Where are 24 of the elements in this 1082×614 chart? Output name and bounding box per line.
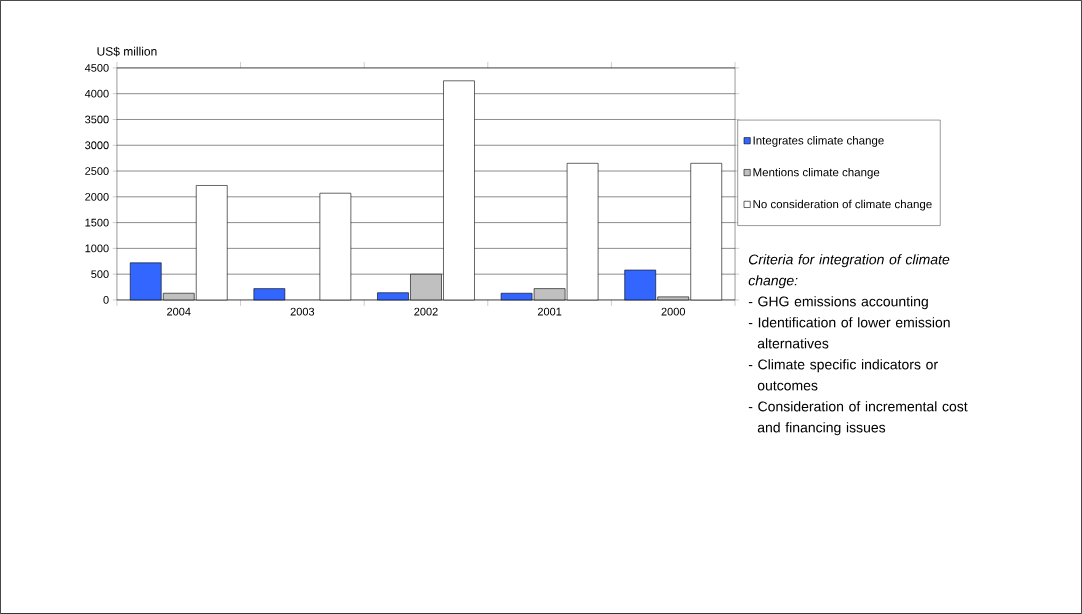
x-tick-label: 2001 [537, 307, 562, 316]
x-tick-label: 2004 [167, 307, 191, 316]
text: Criteria for integration of climate change: [748, 254, 950, 289]
y-tick-label: 1000 [85, 244, 109, 253]
legend-label: Integrates climate change [753, 136, 884, 147]
y-tick-label: 4500 [84, 64, 109, 72]
legend-label: Mentions climate change [753, 167, 880, 179]
y-tick-label: 3500 [85, 115, 109, 124]
y-tick-label: 3000 [85, 141, 109, 150]
x-tick-label: 2000 [661, 307, 686, 316]
text: - Climate specific indicators or outcomes [748, 359, 938, 391]
x-tick-label: 2002 [414, 307, 438, 316]
x-tick-label: 2003 [290, 307, 315, 316]
y-tick-label: 2000 [85, 192, 109, 201]
text: - Consideration of incremental cost and financing issues [748, 401, 968, 436]
y-tick-label: 1500 [85, 218, 109, 227]
y-axis-title: US$ million [97, 46, 157, 57]
y-tick-label: 2500 [85, 167, 109, 175]
y-tick-label: 0 [103, 296, 109, 304]
text: - Identification of lower emission alternatives [748, 317, 950, 349]
y-tick-label: 4000 [84, 89, 109, 98]
y-tick-label: 500 [91, 270, 109, 279]
text: - GHG emissions accounting [748, 296, 928, 310]
legend-label: No consideration of climate change [753, 199, 932, 211]
